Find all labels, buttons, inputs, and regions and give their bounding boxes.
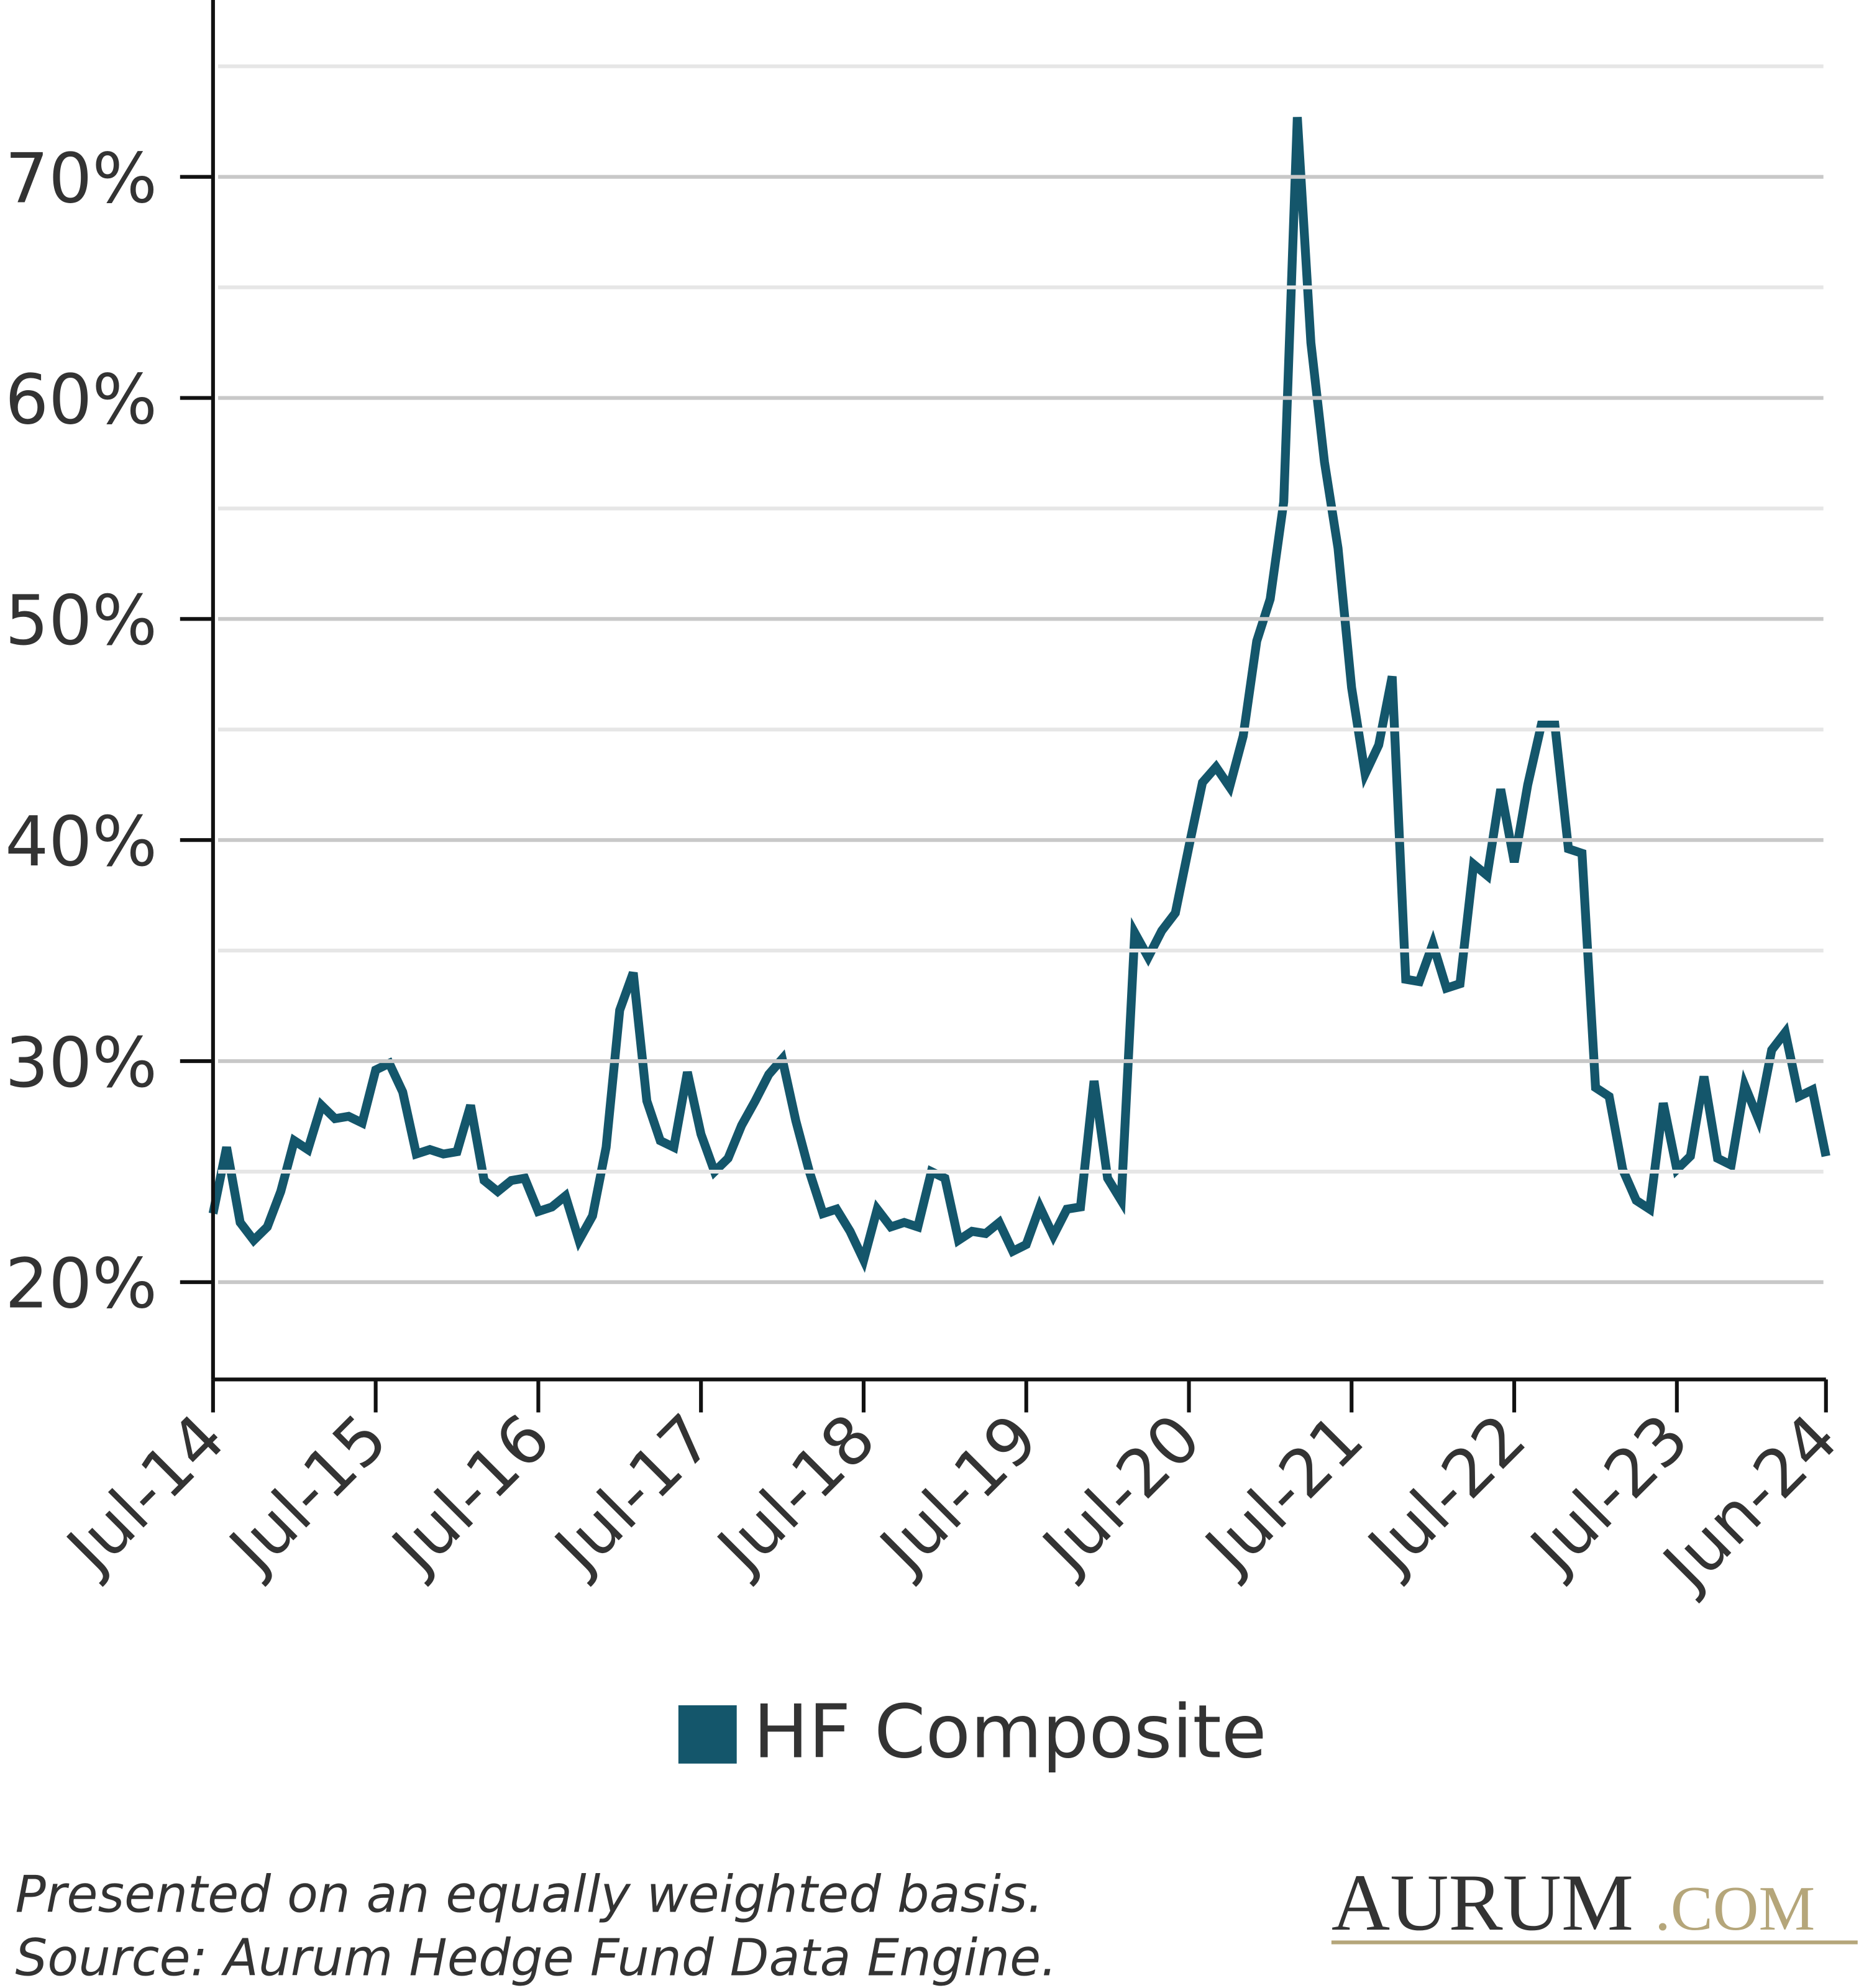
legend-swatch (678, 1705, 737, 1764)
x-tick-label: Jul-14 (50, 1400, 240, 1589)
y-tick-label: 50% (5, 581, 157, 660)
line (208, 117, 1830, 1273)
x-tick-label: Jul-20 (1026, 1400, 1215, 1589)
y-tick-label: 40% (5, 802, 157, 882)
y-tick-label: 30% (5, 1023, 157, 1103)
note: Source: Aurum Hedge Fund Data Engine. (15, 1929, 1057, 1988)
legend-label: HF Composite (753, 1689, 1266, 1775)
note: Presented on an equally weighted basis. (15, 1866, 1043, 1925)
x-tick-label: Jul-17 (538, 1400, 728, 1589)
logo-suffix: .COM (1655, 1874, 1815, 1944)
x-tick-label: Jul-22 (1351, 1400, 1541, 1589)
x-tick-label: Jul-21 (1189, 1400, 1378, 1589)
x-tick-label: Jul-19 (864, 1400, 1053, 1589)
x-tick-label: Jul-18 (701, 1400, 890, 1589)
y-tick-label: 20% (5, 1244, 157, 1324)
x-tick-label: Jul-16 (375, 1400, 565, 1589)
y-tick-label: 60% (5, 360, 157, 439)
x-tick-label: Jul-15 (212, 1400, 402, 1589)
y-tick-label: 70% (5, 139, 157, 218)
logo: AURUM (1332, 1858, 1633, 1948)
